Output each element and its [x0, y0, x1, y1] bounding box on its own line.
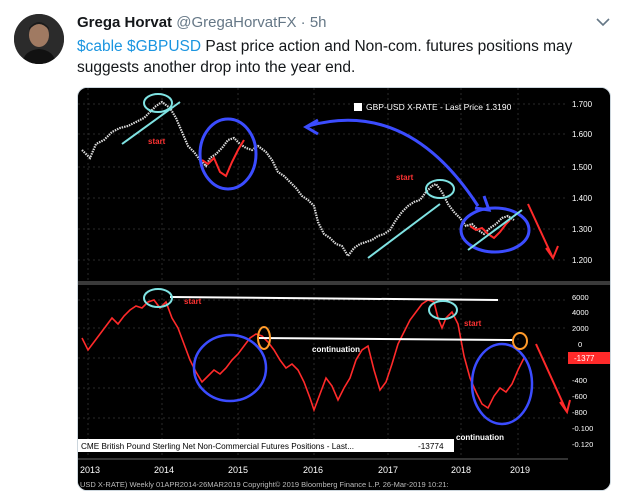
peak-circle-2014: [143, 93, 173, 113]
year-tick: 2013: [80, 465, 100, 475]
tweet-media-chart[interactable]: start start GBP-USD X-RATE - Last Price …: [77, 87, 611, 491]
pattern-circle-2019: [459, 206, 531, 254]
lower-legend-box: [78, 439, 454, 452]
year-tick: 2019: [510, 465, 530, 475]
annotation-start-4: start: [464, 319, 482, 328]
lower-axis-tick: -0.120: [572, 440, 593, 449]
x-axis: 2013 2014 2015 2016 2017 2018 2019: [80, 465, 530, 475]
cashtag-gbpusd[interactable]: $GBPUSD: [127, 38, 202, 55]
lower-axis-tick: -400: [572, 376, 587, 385]
forecast-arrowhead-lower: [559, 399, 571, 415]
header-separator: ·: [300, 14, 306, 31]
cashtag-cable[interactable]: $cable: [77, 38, 123, 55]
lower-axis-tick: 4000: [572, 308, 589, 317]
panel-divider: [78, 281, 610, 285]
upper-axis-tick: 1.600: [572, 130, 593, 139]
forecast-arrow-lower: [535, 343, 567, 411]
upper-axis-tick: 1.300: [572, 225, 593, 234]
lower-axis-tick: 2000: [572, 324, 589, 333]
upper-legend: GBP-USD X-RATE - Last Price 1.3190: [366, 102, 512, 112]
lower-axis-tick: 0: [578, 340, 582, 349]
continuation-marker-2019: [512, 332, 528, 350]
annotation-continuation-1: continuation: [312, 345, 360, 354]
author-handle[interactable]: @GregaHorvatFX: [176, 14, 297, 31]
comparison-arrow: [307, 118, 480, 207]
upper-axis-tick: 1.200: [572, 256, 593, 265]
last-value-tag-text: -1377: [574, 354, 595, 363]
upper-axis-tick: 1.700: [572, 100, 593, 109]
noncommercial-positions-series: [81, 299, 525, 413]
peak-circle-lower-2014: [143, 288, 173, 308]
avatar-image: [14, 14, 64, 64]
gbpusd-price-series: [81, 100, 515, 258]
forecast-arrow-upper: [527, 203, 553, 257]
upper-axis-tick: 1.500: [572, 163, 593, 172]
annotation-start-2: start: [396, 173, 414, 182]
author-name[interactable]: Grega Horvat: [77, 14, 173, 31]
chevron-down-icon: [596, 18, 610, 27]
annotation-continuation-2: continuation: [456, 433, 504, 442]
year-tick: 2014: [154, 465, 174, 475]
upper-axis-tick: 1.400: [572, 194, 593, 203]
price-highlight-2018: [469, 219, 511, 240]
comparison-arrowhead-left: [303, 118, 319, 136]
lower-legend-value: -13774: [418, 442, 444, 451]
forecast-arrowhead-upper: [545, 245, 559, 261]
trendline-2014: [121, 101, 181, 145]
year-tick: 2017: [378, 465, 398, 475]
peak-circle-lower-2018: [428, 300, 458, 320]
chart-footer: USD X-RATE) Weekly 01APR2014-26MAR2019 C…: [80, 480, 449, 489]
tweet-header: Grega Horvat @GregaHorvatFX · 5h: [77, 14, 327, 31]
year-tick: 2015: [228, 465, 248, 475]
author-avatar[interactable]: [14, 14, 64, 64]
continuation-level-line: [257, 337, 515, 341]
upper-legend-swatch: [354, 103, 362, 111]
annotation-start-1: start: [148, 137, 166, 146]
last-value-tag: [568, 352, 610, 364]
year-tick: 2016: [303, 465, 323, 475]
x-axis-band: [78, 458, 610, 490]
pattern-circle-2015: [198, 117, 258, 191]
lower-axis-tick: 6000: [572, 293, 589, 302]
continuation-marker-2015: [257, 326, 271, 350]
bloomberg-chart: start start GBP-USD X-RATE - Last Price …: [78, 88, 610, 490]
peak-circle-2018: [425, 179, 455, 199]
lower-axis-tick: -600: [572, 392, 587, 401]
trendline-2017: [367, 203, 441, 259]
upper-axis: 1.700 1.600 1.500 1.400 1.300 1.200: [572, 100, 593, 265]
lower-legend: CME British Pound Sterling Net Non-Comme…: [81, 442, 354, 451]
price-highlight-2014: [201, 139, 245, 178]
annotation-start-3: start: [184, 297, 202, 306]
tweet-body: Past price action and Non-com. futures p…: [77, 38, 573, 76]
year-tick: 2018: [451, 465, 471, 475]
more-options-button[interactable]: [595, 14, 611, 30]
pattern-circle-lower-2019: [470, 342, 534, 426]
tweet-text: $cable $GBPUSD Past price action and Non…: [77, 36, 597, 78]
trendline-2019: [467, 209, 523, 251]
lower-axis-tick: -800: [572, 408, 587, 417]
comparison-arrowhead-right: [474, 195, 492, 212]
tweet-timestamp[interactable]: 5h: [309, 14, 327, 31]
peak-level-line: [169, 296, 499, 301]
pattern-circle-lower-2015: [192, 333, 268, 403]
lower-axis-tick: -0.100: [572, 424, 593, 433]
